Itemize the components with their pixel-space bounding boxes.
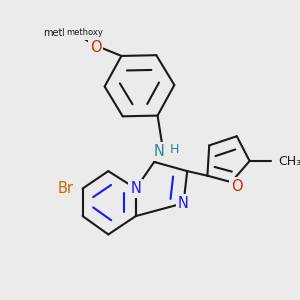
Text: methoxy: methoxy [43, 28, 86, 38]
Text: O: O [90, 40, 101, 55]
Text: CH₃: CH₃ [278, 154, 300, 167]
Text: H: H [170, 143, 179, 157]
Text: O: O [231, 179, 243, 194]
Text: Br: Br [58, 181, 74, 196]
Text: N: N [178, 196, 189, 211]
Text: N: N [130, 181, 141, 196]
Text: methoxy: methoxy [66, 28, 103, 37]
Text: N: N [153, 144, 164, 159]
